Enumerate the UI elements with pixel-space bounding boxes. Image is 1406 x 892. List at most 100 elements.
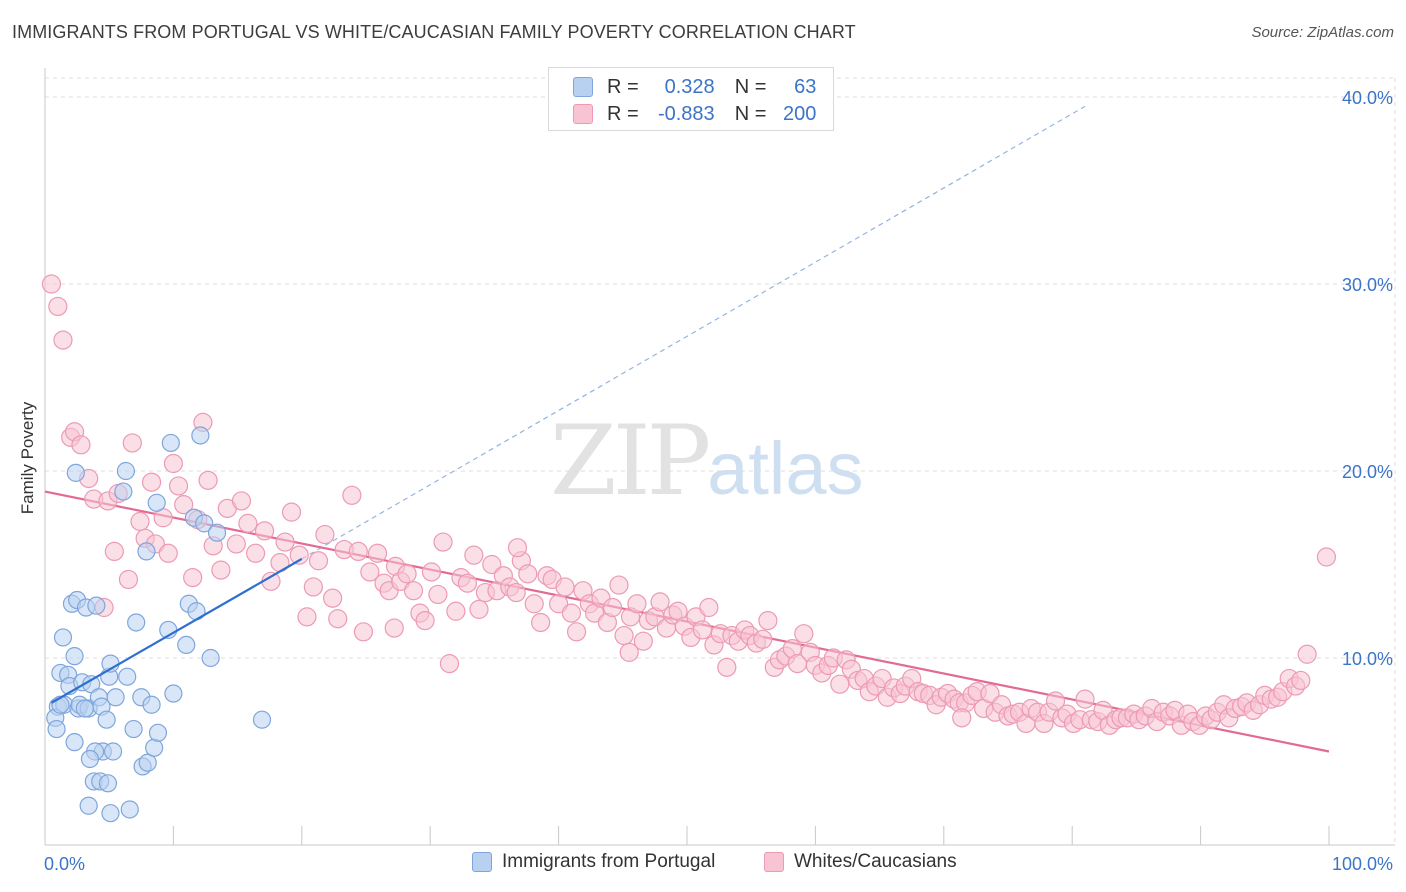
x-tick-label-max: 100.0% <box>1332 854 1393 874</box>
point-portugal <box>201 648 220 668</box>
axes <box>44 68 1395 846</box>
point-portugal <box>103 742 123 761</box>
point-portugal <box>124 719 143 739</box>
watermark: ZIPatlas <box>550 405 864 517</box>
point-whites <box>118 569 139 590</box>
point-whites <box>717 657 737 677</box>
point-whites <box>609 575 629 595</box>
point-portugal <box>97 710 116 729</box>
legend-swatch-blue <box>472 852 492 872</box>
point-whites <box>464 545 484 565</box>
point-whites <box>555 577 575 597</box>
point-whites <box>692 620 713 640</box>
point-whites <box>421 562 442 582</box>
point-whites <box>415 610 435 631</box>
legend-r-value: 0.328 <box>664 75 715 98</box>
y-tick-label: 30.0% <box>1342 275 1393 295</box>
point-portugal <box>75 699 94 718</box>
legend-n-value: 200 <box>783 102 817 125</box>
point-whites <box>245 543 266 563</box>
point-whites <box>104 541 124 562</box>
point-whites <box>41 274 62 294</box>
point-whites <box>699 597 719 618</box>
point-whites <box>297 607 317 627</box>
watermark-zip: ZIP <box>550 405 711 517</box>
point-whites <box>348 541 368 562</box>
point-whites <box>1316 547 1337 567</box>
point-whites <box>397 564 417 584</box>
point-whites <box>226 534 246 554</box>
point-portugal <box>87 596 106 615</box>
point-portugal <box>147 493 166 512</box>
point-whites <box>506 582 526 603</box>
point-portugal <box>137 542 156 561</box>
point-portugal <box>142 695 161 714</box>
point-whites <box>275 532 295 552</box>
point-portugal <box>252 710 272 729</box>
point-whites <box>1297 644 1317 664</box>
legend-row-portugal: R = 0.328 N = 63 <box>573 74 816 100</box>
point-portugal <box>106 688 125 707</box>
point-whites <box>130 511 150 532</box>
chart-title: IMMIGRANTS FROM PORTUGAL VS WHITE/CAUCAS… <box>12 22 856 42</box>
point-whites <box>168 476 189 496</box>
point-whites <box>794 624 814 644</box>
point-portugal <box>207 523 227 542</box>
point-whites <box>1075 689 1095 709</box>
point-whites <box>353 622 374 642</box>
legend-n-label: N = <box>734 75 767 98</box>
point-whites <box>384 618 404 638</box>
point-whites <box>1291 670 1311 691</box>
point-whites <box>469 599 489 619</box>
point-portugal <box>53 628 73 647</box>
point-portugal <box>114 482 133 501</box>
point-portugal <box>164 684 183 703</box>
point-whites <box>566 622 587 642</box>
point-whites <box>614 625 634 646</box>
trend-lines <box>44 105 1330 753</box>
point-portugal <box>80 749 100 769</box>
point-whites <box>122 433 142 453</box>
point-whites <box>518 564 538 584</box>
point-portugal <box>127 613 146 632</box>
tick-labels: 10.0% 20.0% 30.0% 40.0% 0.0% 100.0% <box>44 88 1393 874</box>
legend-row-whites: R = -0.883 N = 200 <box>573 101 816 127</box>
point-whites <box>183 567 203 588</box>
point-whites <box>211 560 231 580</box>
point-portugal <box>191 426 210 445</box>
point-whites <box>231 491 252 511</box>
legend-r-label: R = <box>607 75 639 98</box>
legend-label-whites: Whites/Caucasians <box>794 851 957 872</box>
point-whites <box>548 594 569 614</box>
point-whites <box>439 654 460 674</box>
point-whites <box>433 532 453 552</box>
y-tick-label: 10.0% <box>1342 649 1393 669</box>
point-whites <box>627 594 647 614</box>
y-tick-label: 40.0% <box>1342 88 1393 108</box>
point-whites <box>198 470 218 490</box>
point-portugal <box>65 647 84 666</box>
point-whites <box>952 708 972 728</box>
point-whites <box>1045 691 1066 711</box>
point-portugal <box>116 461 135 481</box>
point-portugal <box>145 738 164 757</box>
point-portugal <box>138 753 157 772</box>
point-whites <box>753 629 773 649</box>
series-portugal-points <box>46 426 303 823</box>
point-whites <box>446 601 466 621</box>
point-whites <box>602 597 623 618</box>
point-whites <box>561 603 582 623</box>
point-portugal <box>120 800 139 819</box>
legend-n-value: 63 <box>794 75 817 98</box>
point-whites <box>158 543 178 563</box>
point-whites <box>531 612 551 633</box>
point-whites <box>281 502 302 522</box>
legend-swatch-pink <box>573 104 593 124</box>
legend-item-whites: Whites/Caucasians <box>764 851 957 873</box>
point-portugal <box>148 723 168 742</box>
point-whites <box>524 594 544 614</box>
trend-line-portugal <box>50 557 303 704</box>
point-portugal <box>79 796 98 815</box>
point-whites <box>428 584 448 605</box>
